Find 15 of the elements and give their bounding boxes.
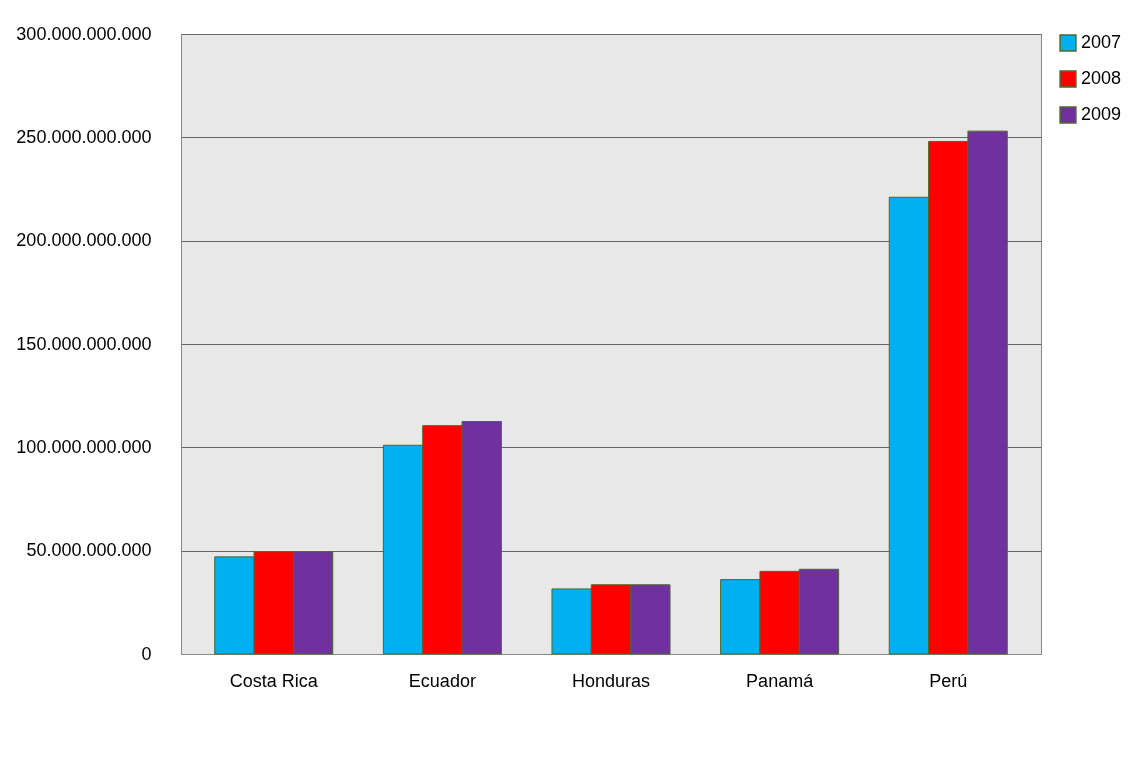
y-tick-label: 200.000.000.000 [16,230,152,251]
legend-label: 2009 [1081,104,1122,124]
legend-label: 2008 [1081,68,1122,88]
x-tick-label: Perú [929,670,968,691]
y-tick-label: 50.000.000.000 [26,540,152,561]
x-tick-label: Ecuador [408,670,476,691]
x-tick-label: Honduras [571,670,651,691]
x-tick-label: Panamá [746,670,815,691]
legend-label: 2007 [1081,32,1122,52]
y-tick-label: 100.000.000.000 [16,436,152,457]
y-tick-label: 150.000.000.000 [16,333,152,354]
x-tick-label: Costa Rica [229,670,319,691]
y-tick-label: 300.000.000.000 [16,23,152,44]
y-tick-label: 250.000.000.000 [16,126,152,147]
y-tick-label: 0 [141,643,152,664]
